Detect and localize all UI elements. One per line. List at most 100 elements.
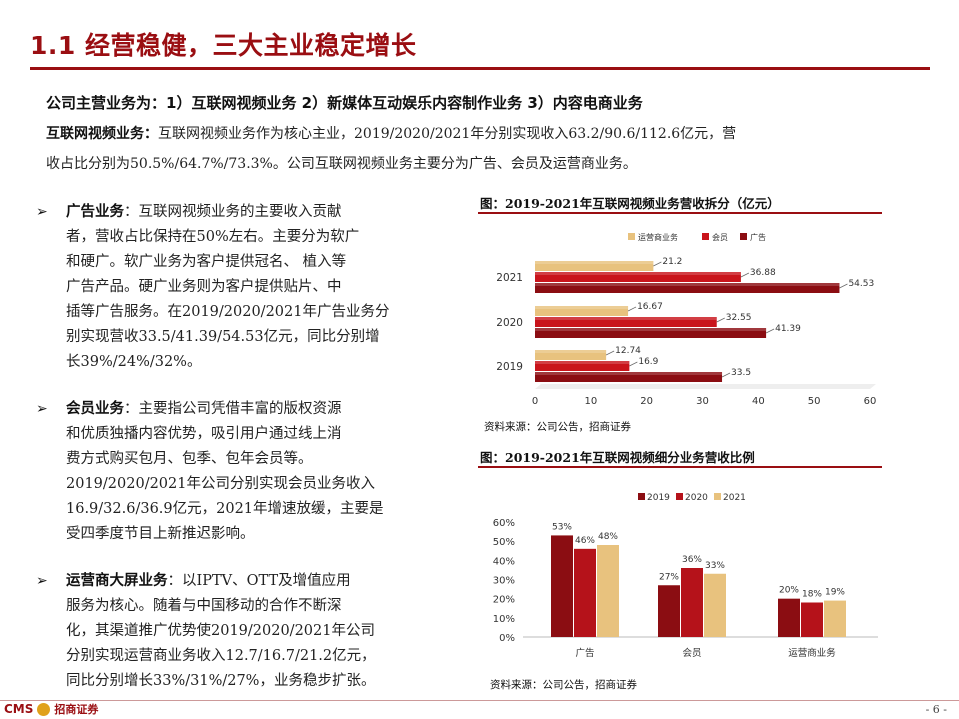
video-business-head: 互联网视频业务： (46, 126, 158, 142)
legend-swatch (628, 233, 635, 240)
chart-floor (535, 384, 876, 389)
data-label-leader (721, 372, 731, 378)
figure2-source: 资料来源：公司公告，招商证券 (490, 679, 637, 691)
logo-emblem-icon (37, 702, 51, 716)
x-tick-label: 40 (752, 396, 765, 407)
video-business-line1: 互联网视频业务作为核心主业，2019/2020/2021年分别实现收入63.2/… (158, 126, 737, 142)
legend-swatch (702, 233, 709, 240)
bullet-line: 别实现营收33.5/41.39/54.53亿元，同比分别增 (66, 329, 380, 345)
y-tick-label: 40% (493, 556, 515, 567)
bar-highlight (535, 283, 840, 286)
footer-divider (0, 700, 959, 701)
bullet-head: 会员业务 (66, 401, 124, 417)
data-label: 48% (598, 532, 618, 542)
bar (535, 328, 767, 338)
figure1-rule (478, 212, 882, 214)
bar-highlight (535, 261, 654, 264)
bar (535, 350, 607, 360)
y-tick-label: 2020 (496, 317, 523, 329)
segment-ratio-chart: 2019 2020 2021 0% 10% 20% 30% 40% 50% 60% 广告 53%46%… (493, 493, 878, 659)
legend-label: 运营商业务 (638, 232, 678, 242)
arrow-bullet-icon: ➢ (36, 204, 48, 220)
bullet-line: 2019/2020/2021年公司分别实现会员业务收入 (66, 476, 375, 492)
x-tick-label: 广告 (575, 647, 594, 659)
bar (574, 548, 596, 637)
data-label: 46% (575, 536, 595, 546)
y-tick-label: 50% (493, 537, 515, 548)
bullet-advertising: ➢ 广告业务：互联网视频业务的主要收入贡献 者，营收占比保持在50%左右。主要分… (36, 200, 446, 375)
bullet-line: ：主要指公司凭借丰富的版权资源 (124, 401, 342, 417)
y-tick-label: 2021 (496, 272, 523, 284)
bullet-line: 同比分别增长33%/31%/27%，业务稳步扩张。 (66, 673, 376, 689)
footer-logo: CMS 招商证券 (4, 701, 98, 717)
title-divider (30, 67, 930, 70)
figure2-rule (478, 466, 882, 468)
legend-swatch (714, 493, 721, 500)
data-label-leader (740, 272, 750, 278)
data-label-leader (605, 350, 615, 356)
bullet-line: 服务为核心。随着与中国移动的合作不断深 (66, 598, 342, 614)
bar-highlight (535, 317, 717, 320)
data-label: 33% (705, 561, 725, 571)
bullet-line: 长39%/24%/32%。 (66, 354, 202, 370)
y-tick-label: 30% (493, 576, 515, 587)
x-tick-label: 20 (640, 396, 653, 407)
bar (535, 372, 723, 382)
data-label-leader (629, 361, 638, 367)
data-label: 27% (659, 572, 679, 582)
legend-label: 会员 (712, 232, 728, 242)
bullet-line: 和硬广。软广业务为客户提供冠名、 植入等 (66, 254, 347, 270)
x-tick-label: 会员 (682, 647, 701, 659)
bar (535, 283, 840, 293)
bar (681, 568, 703, 637)
figure1-source: 资料来源：公司公告，招商证券 (484, 421, 631, 433)
y-tick-label: 10% (493, 614, 515, 625)
x-tick-label: 运营商业务 (788, 647, 836, 659)
data-label: 36.88 (750, 268, 776, 278)
bullet-line: 受四季度节目上新推迟影响。 (66, 526, 255, 542)
bullet-head: 运营商大屏业务 (66, 573, 168, 589)
bar (824, 600, 846, 637)
x-tick-label: 50 (808, 396, 821, 407)
bar (801, 602, 823, 637)
bullet-line: 分别实现运营商业务收入12.7/16.7/21.2亿元， (66, 648, 376, 664)
bullet-line: 费方式购买包月、包季、包年会员等。 (66, 451, 313, 467)
logo-name-text: 招商证券 (54, 703, 99, 716)
data-label-leader (716, 317, 725, 323)
figure2-title: 图：2019-2021年互联网视频细分业务营收比例 (480, 450, 755, 465)
bullet-line: ：互联网视频业务的主要收入贡献 (124, 204, 342, 220)
bar-highlight (535, 272, 741, 275)
bar-highlight (535, 350, 607, 353)
legend-swatch (740, 233, 747, 240)
data-label-leader (653, 261, 662, 267)
y-tick-label: 2019 (496, 361, 523, 373)
main-business-line: 公司主营业务为：1）互联网视频业务 2）新媒体互动娱乐内容制作业务 3）内容电商… (46, 94, 643, 112)
bullet-line: 16.9/32.6/36.9亿元，2021年增速放缓，主要是 (66, 501, 384, 517)
data-label-leader (765, 328, 775, 334)
bar (535, 261, 654, 271)
data-label: 12.74 (615, 346, 641, 356)
bar-highlight (535, 328, 767, 331)
bullet-line: 广告产品。硬广业务则为客户提供贴片、中 (66, 279, 342, 295)
y-tick-label: 0% (499, 633, 515, 644)
legend-label: 2020 (685, 493, 708, 503)
bar (704, 573, 726, 637)
page-title: 1.1 经营稳健，三大主业稳定增长 (30, 31, 417, 60)
bar (535, 361, 630, 371)
bar (535, 317, 717, 327)
data-label: 18% (802, 590, 822, 600)
bar (551, 535, 573, 637)
bar-highlight (535, 306, 629, 309)
bullet-list: ➢ 广告业务：互联网视频业务的主要收入贡献 者，营收占比保持在50%左右。主要分… (36, 200, 446, 694)
data-label: 54.53 (848, 279, 874, 289)
bar (535, 306, 629, 316)
legend-swatch (638, 493, 645, 500)
x-tick-label: 60 (864, 396, 877, 407)
x-tick-label: 30 (696, 396, 709, 407)
data-label: 16.9 (638, 357, 658, 367)
data-label: 20% (779, 586, 799, 596)
legend-label: 广告 (750, 232, 766, 242)
bullet-line: 化，其渠道推广优势使2019/2020/2021年公司 (66, 623, 375, 639)
page-number: - 6 - (925, 703, 947, 716)
